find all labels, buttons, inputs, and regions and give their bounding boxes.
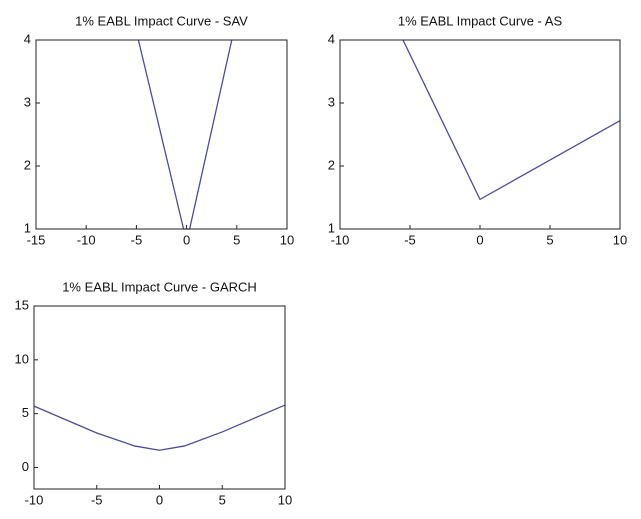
- y-tick-label: 4: [328, 31, 335, 46]
- x-tick-label: 5: [219, 492, 226, 507]
- x-tick-label: 10: [278, 492, 292, 507]
- x-tick-label: 0: [156, 492, 163, 507]
- x-tick-label: -15: [27, 232, 46, 247]
- y-tick-label: 0: [22, 459, 29, 474]
- x-tick-label: 10: [613, 232, 627, 247]
- y-tick-label: 3: [328, 94, 335, 109]
- x-tick-label: -5: [404, 232, 416, 247]
- data-line: [33, 404, 286, 451]
- x-tick-label: -5: [131, 232, 143, 247]
- y-tick-label: 2: [328, 157, 335, 172]
- y-tick-label: 5: [22, 405, 29, 420]
- x-tick-label: 5: [546, 232, 553, 247]
- x-tick-label: 0: [183, 232, 190, 247]
- x-tick-label: -5: [91, 492, 103, 507]
- x-tick-label: -10: [77, 232, 96, 247]
- x-tick-label: 10: [280, 232, 294, 247]
- y-tick-label: 15: [15, 297, 29, 312]
- x-tick-label: -10: [331, 232, 350, 247]
- y-tick-label: 1: [24, 220, 31, 235]
- chart-title: 1% EABL Impact Curve - GARCH: [62, 279, 257, 294]
- y-tick-label: 3: [24, 94, 31, 109]
- data-line: [402, 39, 621, 201]
- chart-title: 1% EABL Impact Curve - AS: [398, 13, 563, 28]
- y-tick-label: 4: [24, 31, 31, 46]
- plot-frame: [33, 305, 286, 490]
- y-tick-label: 1: [328, 220, 335, 235]
- x-tick-label: 5: [233, 232, 240, 247]
- x-tick-label: -10: [25, 492, 44, 507]
- plot-frame: [339, 39, 621, 230]
- chart-title: 1% EABL Impact Curve - SAV: [75, 13, 248, 28]
- plot-frame: [35, 39, 288, 230]
- data-line: [137, 39, 233, 230]
- y-tick-label: 10: [15, 351, 29, 366]
- y-tick-label: 2: [24, 157, 31, 172]
- x-tick-label: 0: [476, 232, 483, 247]
